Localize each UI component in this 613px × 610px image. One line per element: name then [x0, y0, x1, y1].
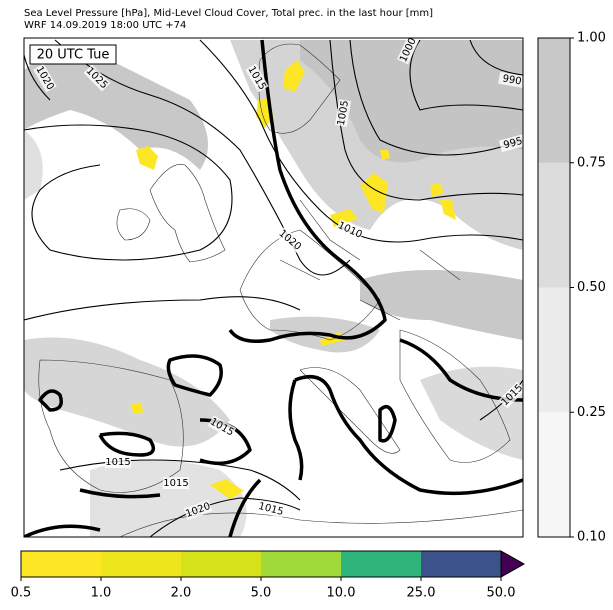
colorbar-tick-label: 1.00 [577, 31, 606, 46]
contour-label-bg [334, 99, 352, 127]
colorbar-tick-label: 0.75 [577, 155, 606, 170]
time-label-box [29, 44, 117, 65]
contour-label-bg [33, 63, 57, 93]
colorbar-tick-label: 0.50 [577, 280, 606, 295]
colorbar-segment [101, 551, 181, 577]
colorbar-segment [538, 287, 570, 413]
time-label: 20 UTC Tue [37, 48, 110, 63]
contour-label-bg [105, 456, 131, 468]
colorbar-tick-label: 5.0 [251, 586, 272, 601]
colorbar-segment [538, 38, 570, 163]
colorbar-extend-arrow [500, 550, 526, 578]
colorbar-tick-label: 1.0 [91, 586, 112, 601]
contour-label-bg [83, 64, 111, 92]
isobars [24, 39, 523, 537]
title: Sea Level Pressure [hPa], Mid-Level Clou… [24, 8, 433, 19]
contour-label-bg [207, 415, 237, 439]
contour-label-bg [397, 38, 419, 65]
contour-label-bg [498, 381, 523, 409]
colorbar-segment [421, 551, 501, 577]
colorbar-tick-label: 0.25 [577, 405, 606, 420]
colorbar-tick-label: 0.10 [577, 530, 606, 545]
contour-label-bg [245, 63, 269, 93]
map-panel: 1020 1025 10151000990100599510101020101510… [24, 38, 523, 537]
colorbar-segment [538, 162, 570, 288]
contour-label: 1005 [336, 100, 351, 127]
colorbar-tick-label: 10.0 [327, 586, 356, 601]
precip-colorbar: 0.5 1.0 2.0 5.0 10.0 25.0 50.0 [11, 550, 526, 601]
colorbar-tick-label: 2.0 [171, 586, 192, 601]
contour-label-bg [256, 499, 286, 519]
contour-label: 1015 [105, 457, 130, 468]
colorbar-segment [341, 551, 421, 577]
contour-label-bg [183, 499, 213, 521]
contour-label: 995 [502, 136, 523, 152]
colorbar-tick-label: 25.0 [407, 586, 436, 601]
contour-label-bg [163, 477, 189, 489]
contour-label-bg [498, 71, 523, 89]
map-frame [23, 37, 524, 538]
precipitation [130, 60, 456, 499]
colorbar-tick-label: 0.5 [11, 586, 32, 601]
contour-label-bg [335, 219, 365, 241]
colorbar-segment [538, 412, 570, 537]
colorbar-segment [261, 551, 341, 577]
coastlines [38, 43, 523, 537]
contour-label-bg [276, 227, 304, 253]
contour-label: 1015 [163, 478, 188, 489]
colorbar-segment [21, 551, 101, 577]
cloud-cover [24, 40, 523, 537]
contour-label: 990 [502, 73, 523, 87]
colorbar-segment [181, 551, 261, 577]
colorbar-tick-label: 50.0 [487, 586, 516, 601]
cloud-colorbar: 0.10 0.25 0.50 0.75 1.00 [537, 31, 606, 545]
contour-label-bg [498, 133, 523, 153]
subtitle: WRF 14.09.2019 18:00 UTC +74 [24, 20, 186, 31]
